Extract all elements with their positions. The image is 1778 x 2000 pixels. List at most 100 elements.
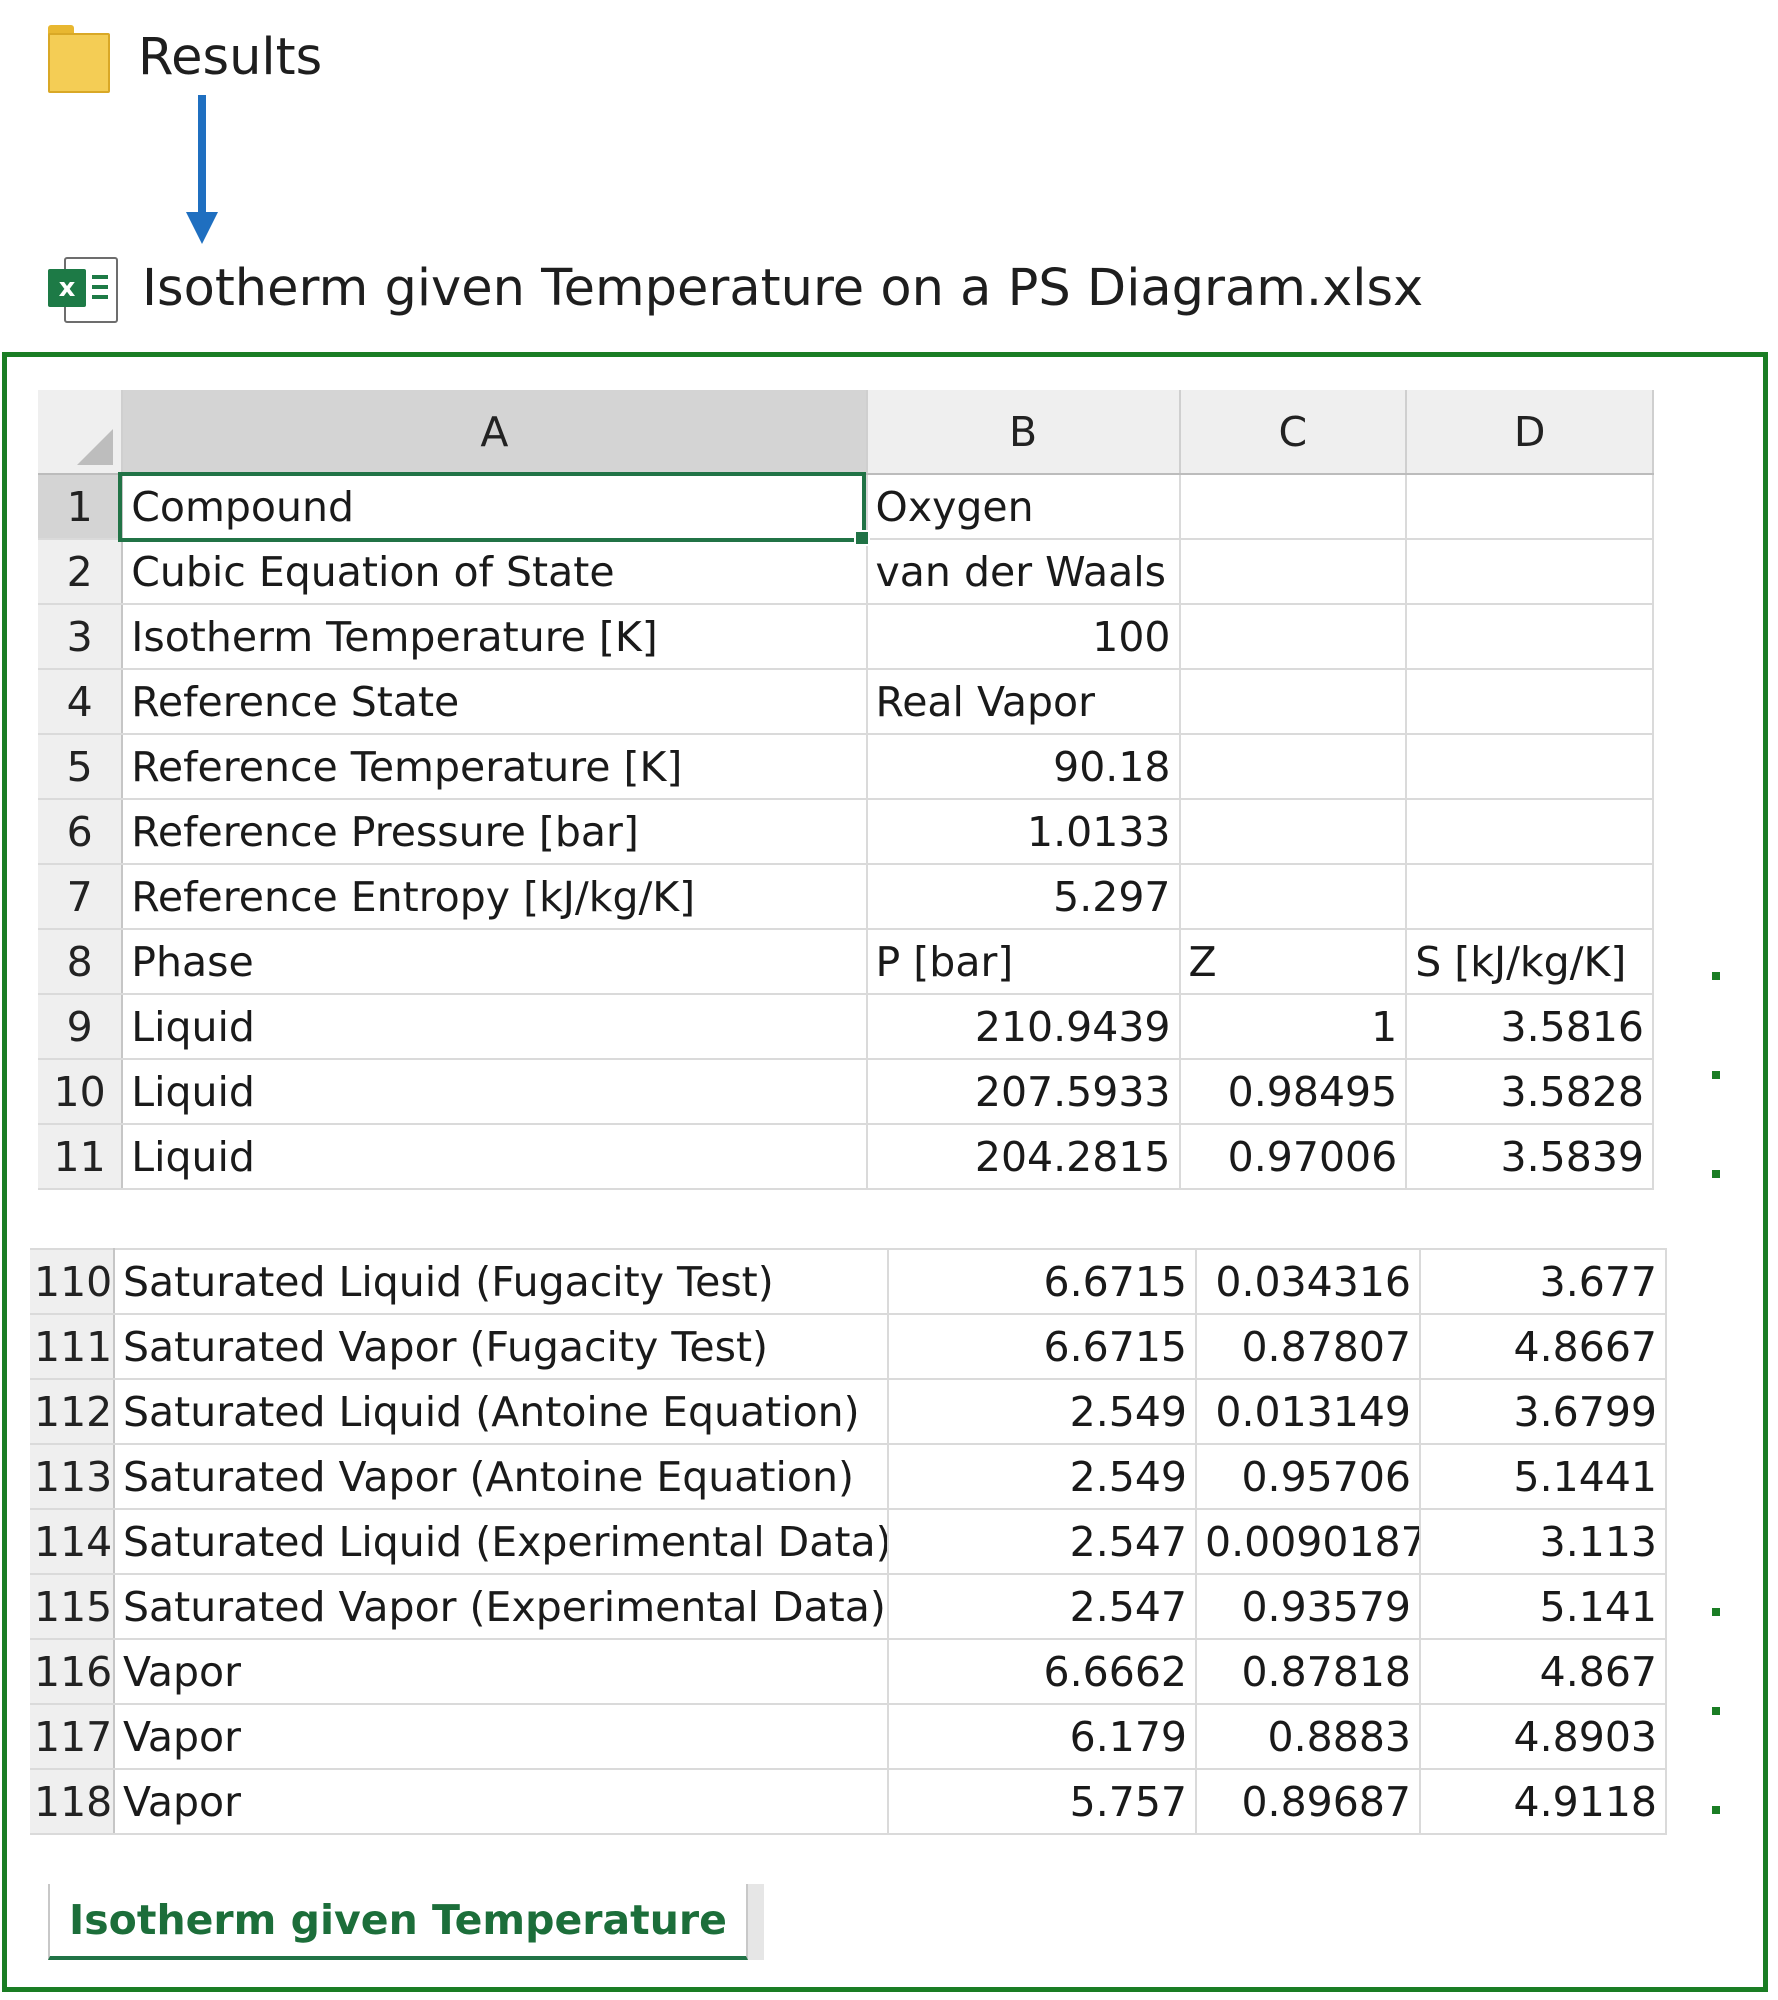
cell-d[interactable]: 5.1441 bbox=[1420, 1444, 1667, 1510]
row-header[interactable]: 111 bbox=[30, 1314, 115, 1380]
cell-d[interactable]: 3.6799 bbox=[1420, 1379, 1667, 1445]
cell-d[interactable] bbox=[1406, 669, 1654, 735]
row-header[interactable]: 4 bbox=[38, 669, 124, 735]
cell-d[interactable] bbox=[1406, 474, 1654, 540]
row-header[interactable]: 2 bbox=[38, 539, 124, 605]
row-header[interactable]: 117 bbox=[30, 1704, 115, 1770]
sheet-tab-isotherm[interactable]: Isotherm given Temperature bbox=[48, 1884, 748, 1960]
cell-c[interactable] bbox=[1179, 604, 1408, 670]
cell-d[interactable]: 5.141 bbox=[1420, 1574, 1667, 1640]
cell-a[interactable]: Cubic Equation of State bbox=[122, 539, 868, 605]
cell-d[interactable]: 4.9118 bbox=[1420, 1769, 1667, 1835]
cell-a[interactable]: Phase bbox=[122, 929, 868, 995]
column-header-c[interactable]: C bbox=[1179, 390, 1408, 475]
cell-c[interactable]: 0.93579 bbox=[1196, 1574, 1421, 1640]
cell-b[interactable]: Oxygen bbox=[866, 474, 1181, 540]
cell-b[interactable]: 1.0133 bbox=[866, 799, 1181, 865]
cell-d[interactable]: 4.8667 bbox=[1420, 1314, 1667, 1380]
cell-c[interactable]: 0.98495 bbox=[1179, 1059, 1408, 1125]
cell-d[interactable]: 3.5828 bbox=[1406, 1059, 1654, 1125]
results-folder[interactable]: Results bbox=[48, 22, 322, 93]
cell-d[interactable]: 3.5816 bbox=[1406, 994, 1654, 1060]
cell-d[interactable]: 3.5839 bbox=[1406, 1124, 1654, 1190]
cell-b[interactable]: 6.179 bbox=[888, 1704, 1197, 1770]
cell-c[interactable]: 0.013149 bbox=[1196, 1379, 1421, 1445]
cell-a[interactable]: Isotherm Temperature [K] bbox=[122, 604, 868, 670]
row-header[interactable]: 5 bbox=[38, 734, 124, 800]
cell-c[interactable]: 0.8883 bbox=[1196, 1704, 1421, 1770]
cell-b[interactable]: Real Vapor bbox=[866, 669, 1181, 735]
cell-b[interactable]: 100 bbox=[866, 604, 1181, 670]
cell-c[interactable]: 0.87818 bbox=[1196, 1639, 1421, 1705]
cell-c[interactable]: 1 bbox=[1179, 994, 1408, 1060]
cell-b[interactable]: 2.547 bbox=[888, 1574, 1197, 1640]
row-header[interactable]: 113 bbox=[30, 1444, 115, 1510]
column-header-d[interactable]: D bbox=[1406, 390, 1654, 475]
cell-a[interactable]: Liquid bbox=[122, 1124, 868, 1190]
cell-a[interactable]: Compound bbox=[122, 474, 868, 540]
cell-a[interactable]: Saturated Vapor (Antoine Equation) bbox=[114, 1444, 889, 1510]
row-header[interactable]: 8 bbox=[38, 929, 124, 995]
cell-b[interactable]: 2.549 bbox=[888, 1379, 1197, 1445]
excel-file[interactable]: x Isotherm given Temperature on a PS Dia… bbox=[48, 248, 1423, 328]
cell-a[interactable]: Liquid bbox=[122, 1059, 868, 1125]
cell-d[interactable] bbox=[1406, 864, 1654, 930]
cell-b[interactable]: 6.6715 bbox=[888, 1249, 1197, 1315]
column-header-b[interactable]: B bbox=[866, 390, 1181, 475]
cell-c[interactable] bbox=[1179, 799, 1408, 865]
cell-c[interactable] bbox=[1179, 734, 1408, 800]
cell-c[interactable]: 0.89687 bbox=[1196, 1769, 1421, 1835]
row-header[interactable]: 6 bbox=[38, 799, 124, 865]
cell-d[interactable]: 4.8903 bbox=[1420, 1704, 1667, 1770]
cell-c[interactable]: 0.97006 bbox=[1179, 1124, 1408, 1190]
row-header[interactable]: 110 bbox=[30, 1249, 115, 1315]
cell-a[interactable]: Reference Entropy [kJ/kg/K] bbox=[122, 864, 868, 930]
cell-b[interactable]: 6.6715 bbox=[888, 1314, 1197, 1380]
cell-b[interactable]: P [bar] bbox=[866, 929, 1181, 995]
cell-b[interactable]: 2.549 bbox=[888, 1444, 1197, 1510]
cell-b[interactable]: van der Waals bbox=[866, 539, 1181, 605]
cell-a[interactable]: Saturated Liquid (Fugacity Test) bbox=[114, 1249, 889, 1315]
row-header[interactable]: 1 bbox=[38, 474, 124, 540]
row-header[interactable]: 114 bbox=[30, 1509, 115, 1575]
cell-d[interactable] bbox=[1406, 799, 1654, 865]
cell-c[interactable]: Z bbox=[1179, 929, 1408, 995]
select-all-corner[interactable] bbox=[38, 390, 124, 475]
cell-c[interactable]: 0.87807 bbox=[1196, 1314, 1421, 1380]
cell-d[interactable]: 3.677 bbox=[1420, 1249, 1667, 1315]
cell-a[interactable]: Liquid bbox=[122, 994, 868, 1060]
cell-a[interactable]: Vapor bbox=[114, 1704, 889, 1770]
cell-a[interactable]: Vapor bbox=[114, 1639, 889, 1705]
cell-b[interactable]: 207.5933 bbox=[866, 1059, 1181, 1125]
row-header[interactable]: 116 bbox=[30, 1639, 115, 1705]
cell-c[interactable] bbox=[1179, 539, 1408, 605]
cell-d[interactable] bbox=[1406, 604, 1654, 670]
row-header[interactable]: 115 bbox=[30, 1574, 115, 1640]
row-header[interactable]: 3 bbox=[38, 604, 124, 670]
cell-a[interactable]: Saturated Liquid (Experimental Data) bbox=[114, 1509, 889, 1575]
cell-b[interactable]: 6.6662 bbox=[888, 1639, 1197, 1705]
cell-b[interactable]: 5.757 bbox=[888, 1769, 1197, 1835]
cell-c[interactable]: 0.95706 bbox=[1196, 1444, 1421, 1510]
cell-d[interactable]: 4.867 bbox=[1420, 1639, 1667, 1705]
cell-b[interactable]: 5.297 bbox=[866, 864, 1181, 930]
cell-a[interactable]: Reference State bbox=[122, 669, 868, 735]
row-header[interactable]: 9 bbox=[38, 994, 124, 1060]
cell-c[interactable] bbox=[1179, 864, 1408, 930]
row-header[interactable]: 112 bbox=[30, 1379, 115, 1445]
row-header[interactable]: 11 bbox=[38, 1124, 124, 1190]
cell-c[interactable]: 0.034316 bbox=[1196, 1249, 1421, 1315]
cell-a[interactable]: Reference Pressure [bar] bbox=[122, 799, 868, 865]
cell-d[interactable] bbox=[1406, 539, 1654, 605]
cell-a[interactable]: Reference Temperature [K] bbox=[122, 734, 868, 800]
cell-d[interactable]: 3.113 bbox=[1420, 1509, 1667, 1575]
row-header[interactable]: 7 bbox=[38, 864, 124, 930]
cell-b[interactable]: 210.9439 bbox=[866, 994, 1181, 1060]
cell-a[interactable]: Saturated Vapor (Experimental Data) bbox=[114, 1574, 889, 1640]
cell-c[interactable] bbox=[1179, 669, 1408, 735]
cell-a[interactable]: Vapor bbox=[114, 1769, 889, 1835]
row-header[interactable]: 10 bbox=[38, 1059, 124, 1125]
cell-b[interactable]: 90.18 bbox=[866, 734, 1181, 800]
cell-a[interactable]: Saturated Vapor (Fugacity Test) bbox=[114, 1314, 889, 1380]
row-header[interactable]: 118 bbox=[30, 1769, 115, 1835]
